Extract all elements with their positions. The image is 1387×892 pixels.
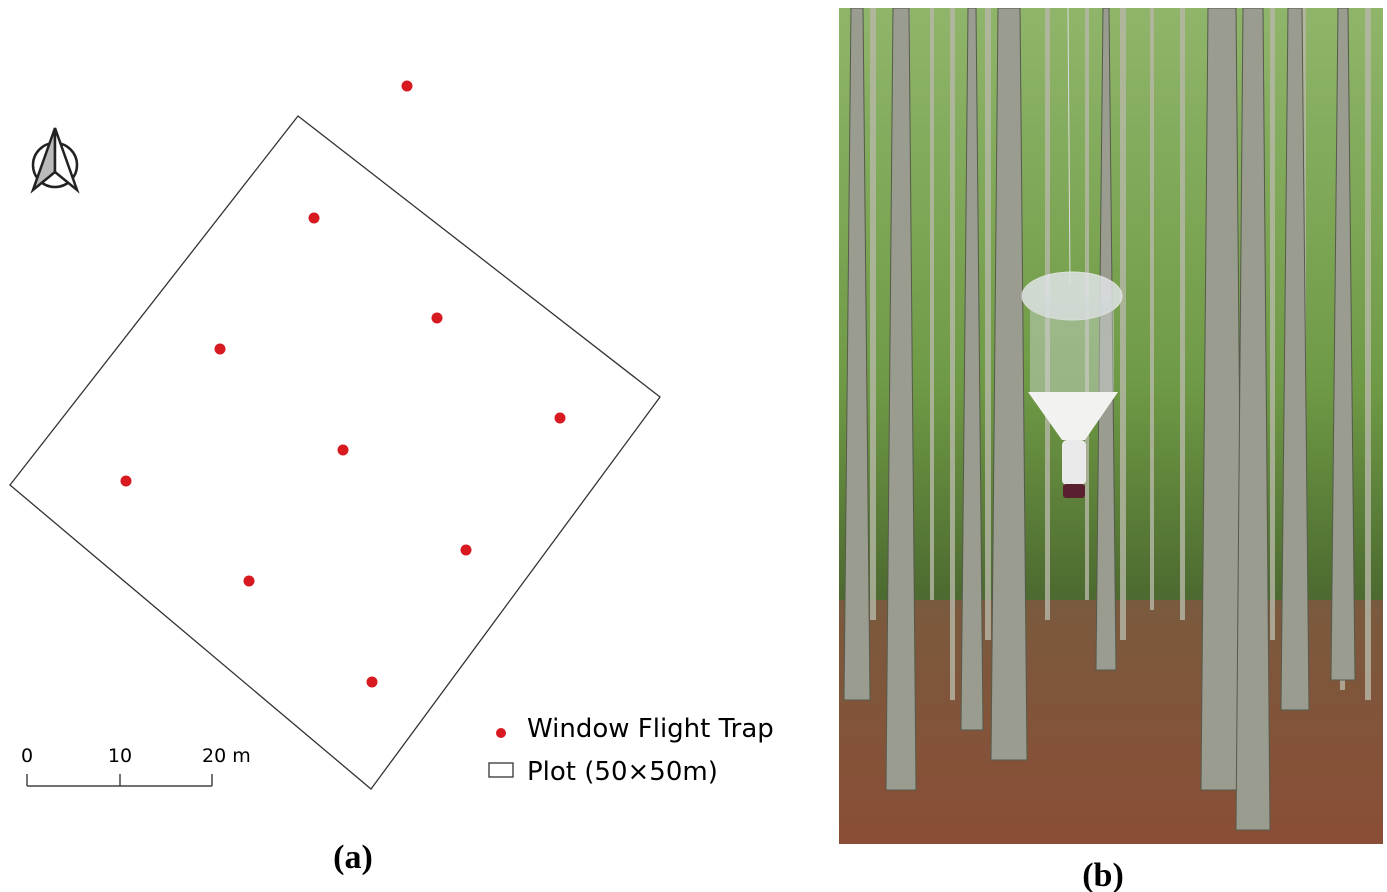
tree-trunk [843,8,871,701]
tree-trunk [1150,8,1154,610]
legend-dot [496,728,506,738]
scale-label: 10 [108,745,132,767]
plot-outline [9,115,661,790]
legend-label: Plot (50×50m) [527,757,718,787]
tree-trunk [870,8,876,620]
tree-trunk [930,8,934,600]
trap [431,312,443,324]
tree-trunk [885,8,917,791]
trap [120,475,132,487]
trap-bottle [1062,440,1086,485]
trap-cord [1067,8,1071,286]
north-left [30,127,57,194]
tree-trunk [1200,8,1244,791]
tree-trunk [1270,8,1275,640]
trap-cap [1063,484,1085,498]
tree-trunk [1280,8,1310,711]
traps [120,80,566,688]
trap [401,80,413,92]
trap-roof [1021,271,1123,321]
trap [243,575,255,587]
trap [337,444,349,456]
tree-trunk [990,8,1028,761]
photo [839,8,1383,844]
trap [214,343,226,355]
trap [554,412,566,424]
trap-window [1030,300,1114,392]
legend-box [488,762,514,778]
tree-trunk [1120,8,1126,640]
tree-trunk [960,8,984,731]
trap [366,676,378,688]
tree-trunk [1330,8,1356,681]
scale-label: 0 [21,745,33,767]
scale-bar [26,774,213,787]
tree-trunk [950,8,955,700]
tree-trunk [1365,8,1371,700]
north-right [53,127,80,194]
panel-label: (b) [1082,857,1124,892]
tree-trunk [1180,8,1185,620]
trap [308,212,320,224]
panel-label: (a) [333,839,373,876]
tree-trunk [1095,8,1117,671]
legend-label: Window Flight Trap [527,714,774,744]
scale-label: 20 m [202,745,251,767]
trap [460,544,472,556]
tree-trunk [1235,8,1271,831]
north-arrow [30,127,80,194]
trap-funnel [1028,392,1118,440]
tree-trunk [985,8,991,640]
